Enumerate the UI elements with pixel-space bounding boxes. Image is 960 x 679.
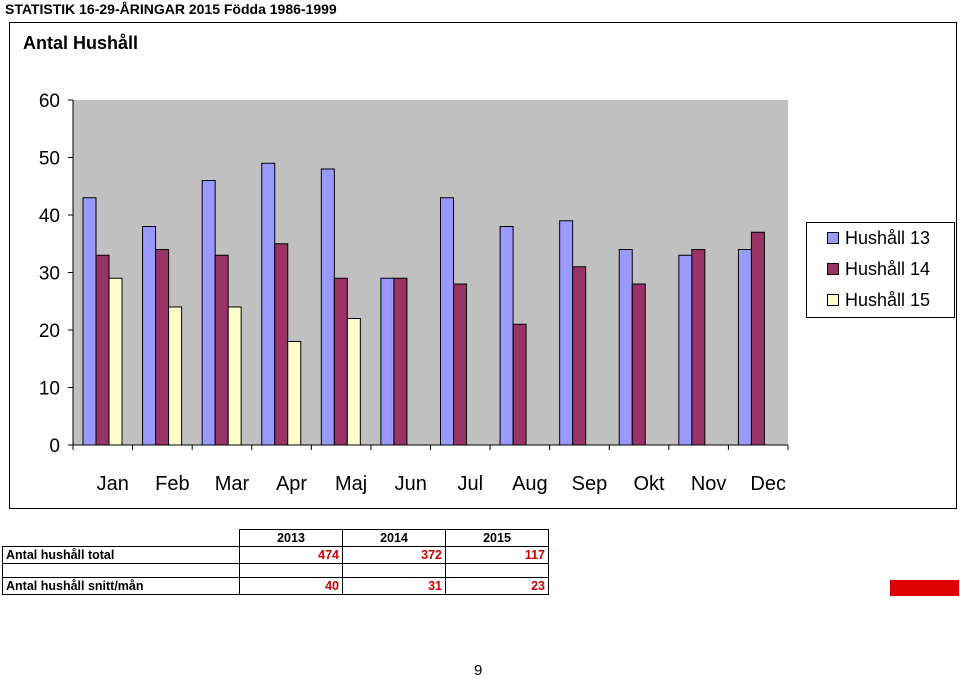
bar	[691, 249, 706, 446]
legend-label: Hushåll 13	[845, 227, 931, 248]
cell-value: 117	[445, 546, 549, 564]
legend-swatch	[827, 294, 839, 306]
x-tick-label: Dec	[750, 473, 786, 495]
bar	[227, 306, 242, 446]
year-header: 2015	[445, 529, 549, 547]
bar	[214, 254, 229, 446]
bar	[453, 283, 467, 446]
bar	[261, 162, 276, 446]
y-tick-label: 60	[39, 91, 60, 112]
summary-spacer-row	[2, 563, 549, 578]
legend-swatch	[827, 263, 839, 275]
bar	[440, 197, 454, 446]
x-tick-label: Feb	[155, 473, 189, 495]
x-tick-label: Jun	[395, 473, 427, 495]
year-header: 2014	[342, 529, 446, 547]
y-tick-label: 20	[39, 321, 60, 342]
summary-row-average: Antal hushåll snitt/mån 40 31 23	[2, 577, 549, 595]
y-tick-label: 50	[39, 149, 60, 170]
x-tick-label: Aug	[512, 473, 548, 495]
bar	[559, 220, 574, 446]
summary-table: 2013 2014 2015 Antal hushåll total 474 3…	[2, 529, 549, 595]
bar	[333, 277, 348, 446]
y-tick-label: 30	[39, 264, 60, 285]
bar	[274, 243, 289, 446]
y-tick-label: 10	[39, 379, 60, 400]
cell-value: 40	[239, 577, 343, 595]
chart-legend: Hushåll 13 Hushåll 14 Hushåll 15	[806, 222, 955, 318]
legend-label: Hushåll 15	[845, 289, 931, 310]
y-tick-label: 0	[49, 436, 60, 457]
row-label: Antal hushåll total	[2, 546, 240, 564]
x-tick-label: Sep	[572, 473, 608, 495]
bar-chart: 0 10 20 30 40 50 60 Jan Feb Mar Apr Maj Jun Jul Aug Sep…	[39, 91, 789, 495]
bar	[380, 277, 395, 446]
bar	[201, 180, 216, 446]
bar	[287, 341, 302, 446]
x-tick-label: Nov	[691, 473, 727, 495]
summary-row-total: Antal hushåll total 474 372 117	[2, 546, 549, 564]
legend-label: Hushåll 14	[845, 258, 931, 279]
cell-value: 31	[342, 577, 446, 595]
red-marker	[890, 580, 959, 596]
bar	[618, 249, 633, 446]
cell-value: 23	[445, 577, 549, 595]
chart-area: 0 10 20 30 40 50 60 Jan Feb Mar Apr Maj Jun Jul Aug Sep…	[9, 22, 957, 509]
bar	[737, 249, 752, 446]
cell-value: 372	[342, 546, 446, 564]
bar	[512, 323, 527, 446]
bar	[155, 249, 170, 446]
bar	[678, 254, 693, 446]
year-header: 2013	[239, 529, 343, 547]
x-tick-label: Okt	[633, 473, 665, 495]
legend-swatch	[827, 232, 839, 244]
plot-area	[73, 100, 788, 445]
summary-corner	[3, 530, 240, 547]
bar	[572, 266, 587, 446]
bar	[142, 226, 157, 446]
bar	[499, 226, 514, 446]
bar	[346, 318, 361, 446]
x-tick-label: Apr	[276, 473, 307, 495]
page-header: STATISTIK 16-29-ÅRINGAR 2015 Födda 1986-…	[5, 1, 337, 17]
y-tick-label: 40	[39, 206, 60, 227]
chart-title: Antal Hushåll	[23, 33, 139, 53]
bar	[108, 277, 123, 446]
row-label: Antal hushåll snitt/mån	[2, 577, 240, 595]
bar	[320, 168, 335, 446]
page-number: 9	[474, 662, 483, 679]
bar	[82, 197, 97, 446]
bar	[168, 306, 183, 446]
bar	[750, 231, 765, 446]
x-tick-label: Jul	[458, 473, 484, 495]
x-tick-label: Maj	[335, 473, 367, 495]
bar	[393, 277, 408, 446]
summary-header-row: 2013 2014 2015	[3, 529, 549, 547]
bar	[95, 254, 110, 446]
bar	[631, 283, 646, 446]
legend-item-hushall-15: Hushåll 15	[827, 290, 930, 310]
legend-item-hushall-14: Hushåll 14	[827, 259, 930, 279]
x-tick-label: Jan	[97, 473, 129, 495]
legend-item-hushall-13: Hushåll 13	[827, 228, 930, 248]
x-tick-label: Mar	[215, 473, 250, 495]
cell-value: 474	[239, 546, 343, 564]
